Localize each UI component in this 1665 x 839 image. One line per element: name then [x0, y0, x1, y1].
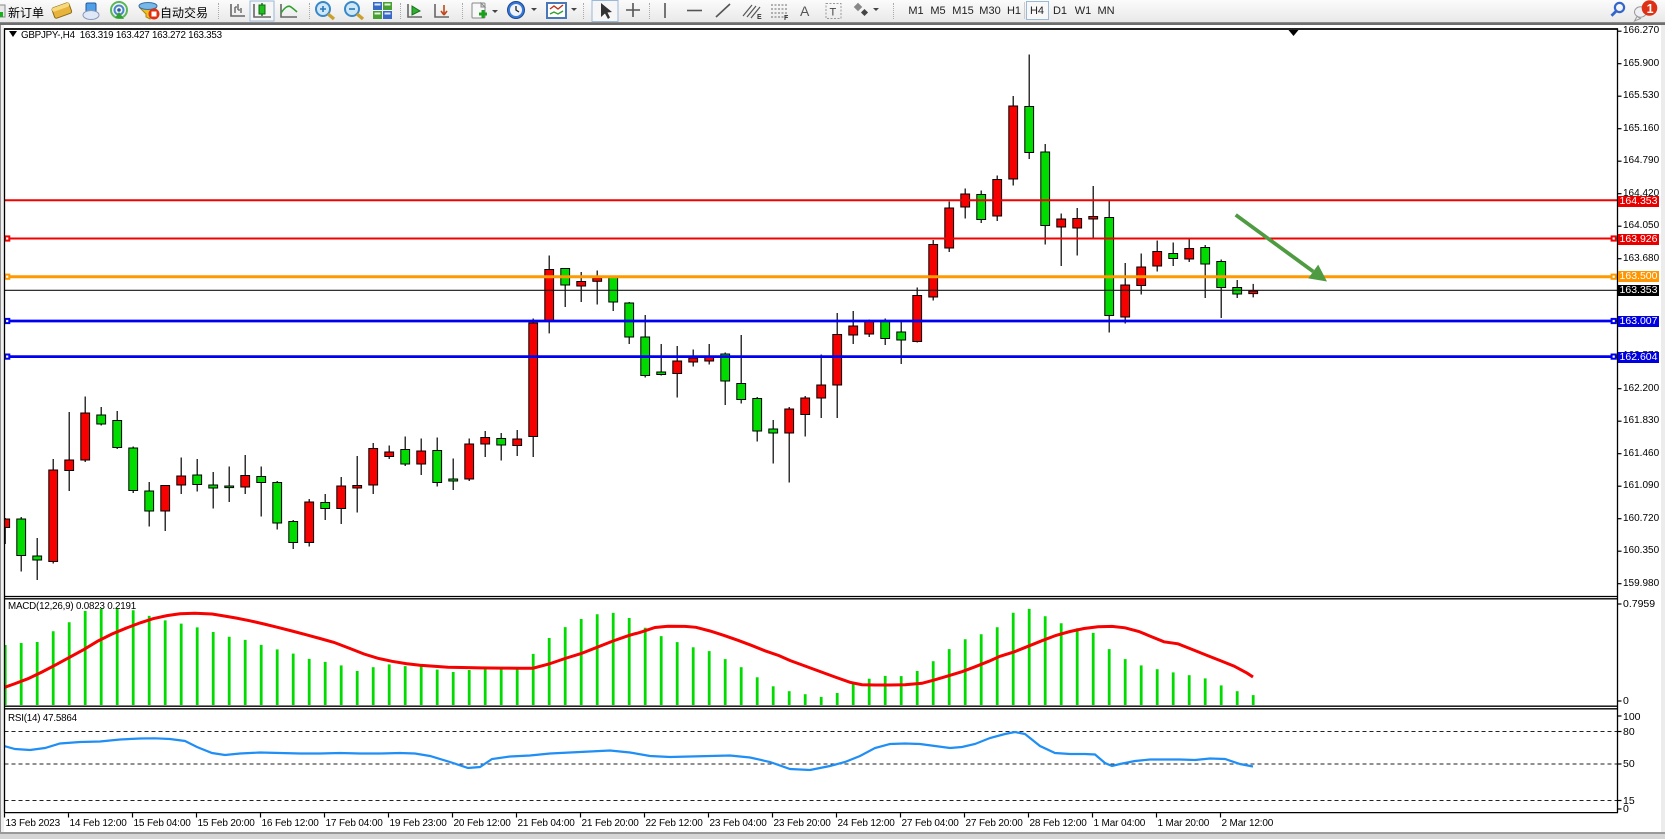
svg-text:T: T — [830, 7, 837, 19]
svg-text:E: E — [757, 14, 762, 21]
svg-text:A: A — [800, 3, 810, 19]
svg-text:1: 1 — [1647, 2, 1654, 16]
svg-text:F: F — [784, 15, 789, 22]
